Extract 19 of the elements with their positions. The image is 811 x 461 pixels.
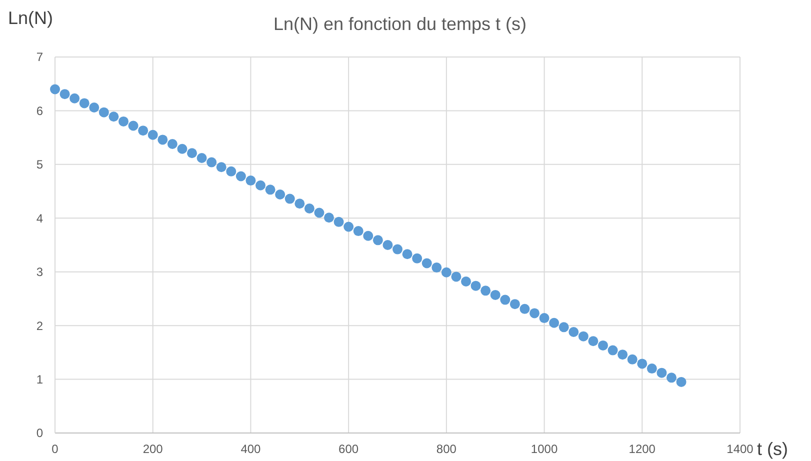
- y-tick-label: 2: [36, 318, 44, 333]
- x-tick-label: 600: [338, 442, 359, 456]
- y-tick-label: 1: [36, 372, 44, 386]
- x-tick-label: 800: [436, 442, 457, 456]
- y-tick-label: 0: [36, 426, 44, 440]
- chart-title: Ln(N) en fonction du temps t (s): [273, 14, 527, 34]
- x-axis-title: t (s): [757, 439, 788, 459]
- y-tick-label: 5: [36, 158, 44, 172]
- y-tick-label: 4: [36, 211, 44, 226]
- y-tick-label: 7: [36, 50, 44, 64]
- x-tick-label: 200: [142, 442, 164, 456]
- y-tick-label: 6: [36, 104, 44, 118]
- x-tick-label: 1200: [628, 442, 656, 456]
- x-tick-label: 1000: [530, 442, 558, 456]
- x-tick-label: 400: [240, 442, 262, 456]
- y-axis-title: Ln(N): [8, 8, 54, 28]
- x-tick-label: 0: [52, 442, 59, 456]
- y-tick-label: 3: [36, 265, 44, 280]
- x-tick-label: 1400: [726, 442, 754, 456]
